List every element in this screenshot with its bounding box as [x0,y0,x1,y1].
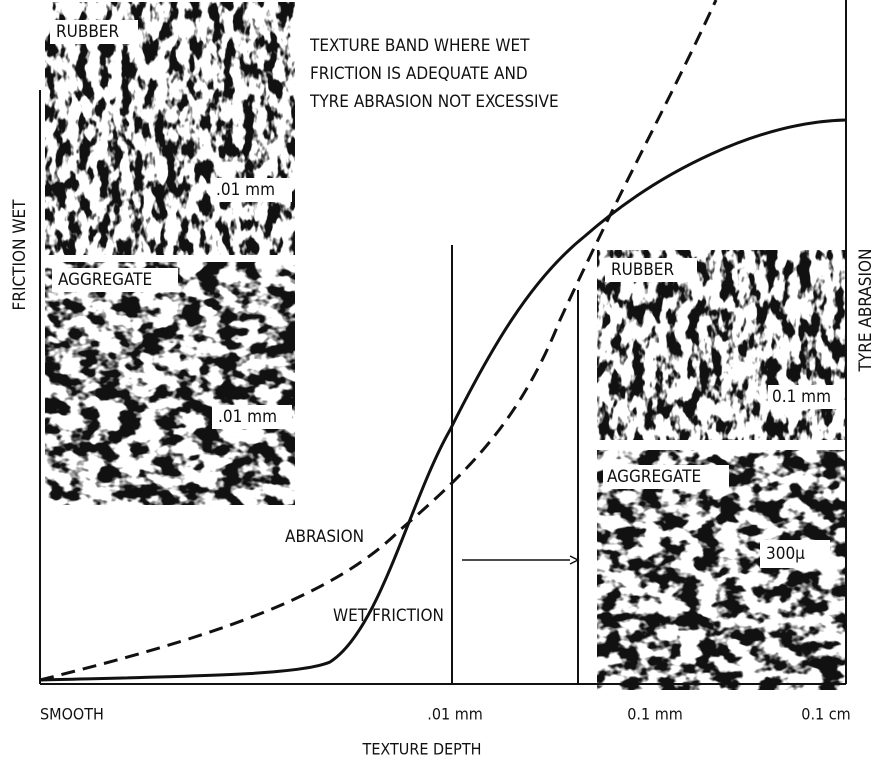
micrograph-label: RUBBER [56,22,119,42]
micrograph-texture [45,262,295,505]
micrograph-label: AGGREGATE [58,270,152,290]
x-label: SMOOTH [40,705,104,724]
diagram: RUBBER .01 mm AGGREGATE .01 mm RUBBER 0.… [0,0,883,770]
x-axis-title: TEXTURE DEPTH [362,740,482,759]
annotation: TEXTURE BAND WHERE WET [309,36,530,56]
scale-label: .01 mm [218,407,277,427]
curve-label: ABRASION [285,527,364,547]
scale-label: 0.1 mm [772,387,831,407]
scale-label: 300μ [766,544,805,564]
annotation: FRICTION IS ADEQUATE AND [310,64,528,84]
scale-label: .01 mm [216,180,275,200]
x-label: 0.1 cm [801,705,850,724]
annotation: TYRE ABRASION NOT EXCESSIVE [309,92,559,112]
x-label: .01 mm [427,705,483,724]
arrow-head [570,556,578,564]
y2-axis-title: TYRE ABRASION [856,249,876,373]
micrograph-label: RUBBER [611,260,674,280]
y-axis-title: FRICTION WET [10,199,30,311]
curve-label: WET FRICTION [333,606,444,626]
x-label: 0.1 mm [627,705,683,724]
micrograph-label: AGGREGATE [607,467,701,487]
